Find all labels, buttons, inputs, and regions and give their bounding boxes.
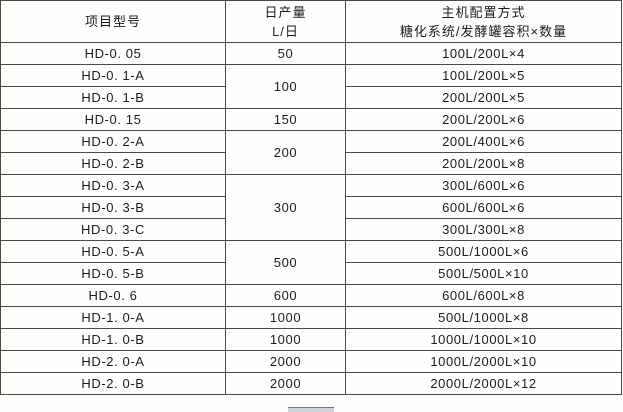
config-cell: 200L/200L×5 [345,86,622,109]
model-cell: HD-0. 3-B [0,196,226,219]
header-model: 项目型号 [0,0,226,43]
output-cell: 2000 [225,350,346,373]
model-cell: HD-0. 5-A [0,240,226,263]
output-cell: 50 [225,42,346,65]
output-cell: 500 [225,240,346,285]
table-row: HD-2. 0-A 2000 1000L/2000L×10 [0,350,622,373]
table-row: HD-0. 3-B 600L/600L×6 [0,196,622,219]
model-cell: HD-0. 3-C [0,218,226,241]
table-row: HD-0. 5-A 500 500L/1000L×6 [0,240,622,285]
config-cell: 600L/600L×8 [345,284,622,307]
model-cell: HD-0. 15 [0,108,226,131]
table-row: HD-0. 1-A 100 100L/200L×5 [0,64,622,109]
header-config-line2: 糖化系统/发酵罐容积×数量 [399,23,568,39]
table-row: HD-2. 0-B 2000 2000L/2000L×12 [0,372,622,395]
table-row: HD-0. 15 150 200L/200L×6 [0,108,622,131]
table-row: HD-0. 5-B 500L/500L×10 [0,262,622,285]
equipment-spec-table: 项目型号 日产量 L/日 主机配置方式 糖化系统/发酵罐容积×数量 HD-0. … [0,0,622,395]
model-cell: HD-2. 0-A [0,350,226,373]
output-cell: 100 [225,64,346,109]
output-cell: 200 [225,130,346,175]
model-cell: HD-1. 0-A [0,306,226,329]
config-cell: 200L/200L×6 [345,108,622,131]
table-row: HD-0. 3-A 300 300L/600L×6 [0,174,622,241]
table-row: HD-1. 0-B 1000 1000L/1000L×10 [0,328,622,351]
config-cell: 200L/200L×8 [345,152,622,175]
config-cell: 300L/600L×6 [345,174,622,197]
config-cell: 500L/500L×10 [345,262,622,285]
config-cell: 1000L/2000L×10 [345,350,622,373]
table-row: HD-0. 6 600 600L/600L×8 [0,284,622,307]
header-output-line1: 日产量 [264,4,307,20]
model-cell: HD-0. 5-B [0,262,226,285]
output-cell: 150 [225,108,346,131]
model-cell: HD-2. 0-B [0,372,226,395]
header-model-label: 项目型号 [84,14,141,29]
model-cell: HD-0. 1-A [0,64,226,87]
header-config-line1: 主机配置方式 [441,4,526,20]
output-cell: 600 [225,284,346,307]
model-cell: HD-1. 0-B [0,328,226,351]
config-cell: 300L/300L×8 [345,218,622,241]
model-cell: HD-0. 05 [0,42,226,65]
config-cell: 100L/200L×5 [345,64,622,87]
model-cell: HD-0. 2-A [0,130,226,153]
header-output-line2: L/日 [272,23,299,39]
output-cell: 2000 [225,372,346,395]
model-cell: HD-0. 6 [0,284,226,307]
model-cell: HD-0. 2-B [0,152,226,175]
model-cell: HD-0. 3-A [0,174,226,197]
header-row: 项目型号 日产量 L/日 主机配置方式 糖化系统/发酵罐容积×数量 [0,0,622,43]
config-cell: 100L/200L×4 [345,42,622,65]
config-cell: 200L/400L×6 [345,130,622,153]
output-cell: 1000 [225,306,346,329]
config-cell: 500L/1000L×8 [345,306,622,329]
config-cell: 1000L/1000L×10 [345,328,622,351]
table-row: HD-0. 05 50 100L/200L×4 [0,42,622,65]
model-cell: HD-0. 1-B [0,86,226,109]
header-output: 日产量 L/日 [225,0,346,43]
table-drag-handle-icon[interactable] [288,407,334,412]
output-cell: 300 [225,174,346,241]
config-cell: 500L/1000L×6 [345,240,622,263]
config-cell: 600L/600L×6 [345,196,622,219]
config-cell: 2000L/2000L×12 [345,372,622,395]
output-cell: 1000 [225,328,346,351]
header-config: 主机配置方式 糖化系统/发酵罐容积×数量 [345,0,622,43]
table-row: HD-1. 0-A 1000 500L/1000L×8 [0,306,622,329]
table-row: HD-0. 2-A 200 200L/400L×6 [0,130,622,175]
